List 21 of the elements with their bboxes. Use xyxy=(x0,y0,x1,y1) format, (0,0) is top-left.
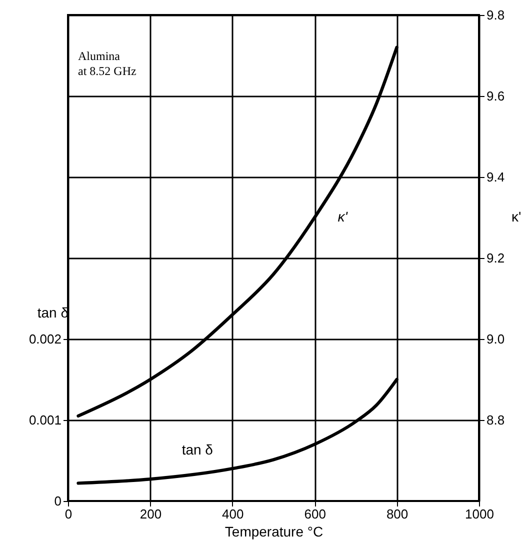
y2-tick-label: 9.0 xyxy=(486,332,505,346)
series-label: tan δ xyxy=(182,442,214,458)
x-tick-label: 600 xyxy=(304,506,326,522)
y2-tick-label: 9.4 xyxy=(486,170,505,184)
x-tick-label: 0 xyxy=(64,506,72,522)
x-tick-label: 1000 xyxy=(465,506,494,522)
y2-tick-label: 9.6 xyxy=(486,88,505,104)
x-tick-label: 400 xyxy=(222,506,244,522)
y2-tick-label: 8.8 xyxy=(486,412,505,428)
x-tick-label: 800 xyxy=(386,506,408,522)
series-label: κ' xyxy=(338,208,349,224)
y-tick-label: 0 xyxy=(54,494,62,508)
y2-axis-title: κ' xyxy=(512,208,522,224)
annotation: at 8.52 GHz xyxy=(78,64,136,78)
y-tick-label: 0.001 xyxy=(28,412,62,428)
x-tick-label: 200 xyxy=(140,506,162,522)
y2-tick-label: 9.2 xyxy=(486,250,505,266)
annotation: Alumina xyxy=(78,49,121,63)
y-tick-label: 0.002 xyxy=(28,332,62,346)
x-axis-title: Temperature °C xyxy=(224,524,324,540)
y2-tick-label: 9.8 xyxy=(486,8,505,22)
